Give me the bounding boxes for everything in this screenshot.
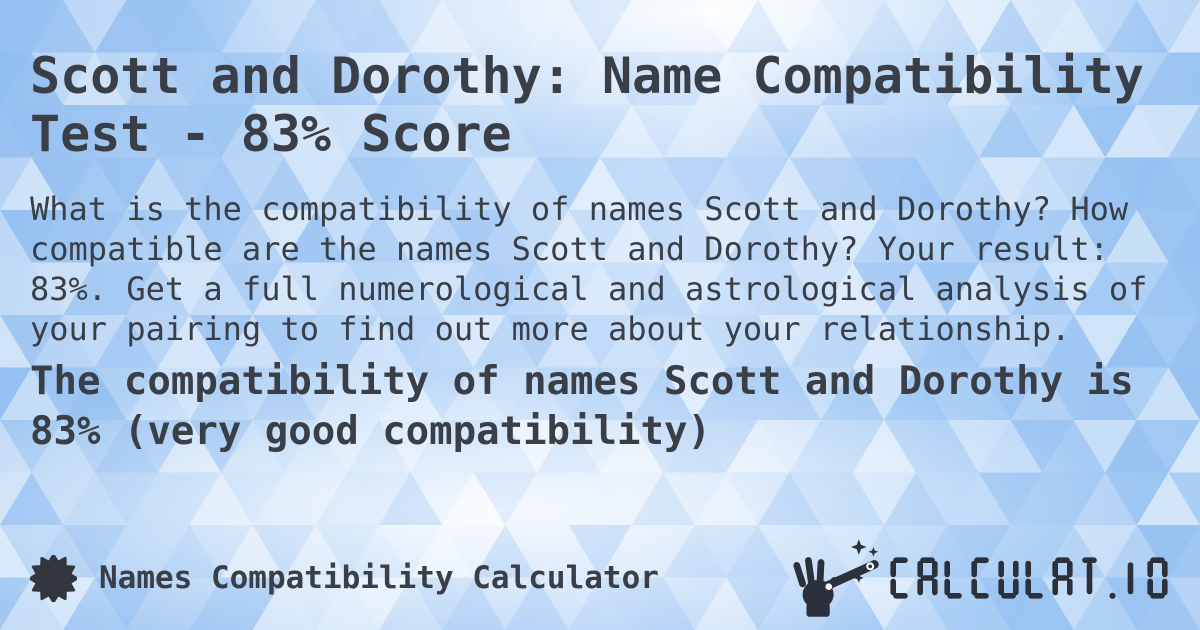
result-summary-text: The compatibility of names Scott and Dor… [30,359,1134,454]
magic-wand-hand-icon [793,539,879,617]
calculatio-logo [789,539,1174,617]
footer-calculator-group: Names Compatibility Calculator [30,554,659,602]
starburst-icon [30,554,77,602]
page-title: Scott and Dorothy: Name Compatibility Te… [30,47,1144,163]
footer-bar: Names Compatibility Calculator [30,538,1174,618]
description-text: What is the compatibility of names Scott… [30,190,1148,348]
calculator-name-label: Names Compatibility Calculator [99,560,659,596]
calculatio-wordmark [890,557,1168,599]
main-content: Scott and Dorothy: Name Compatibility Te… [30,47,1148,454]
